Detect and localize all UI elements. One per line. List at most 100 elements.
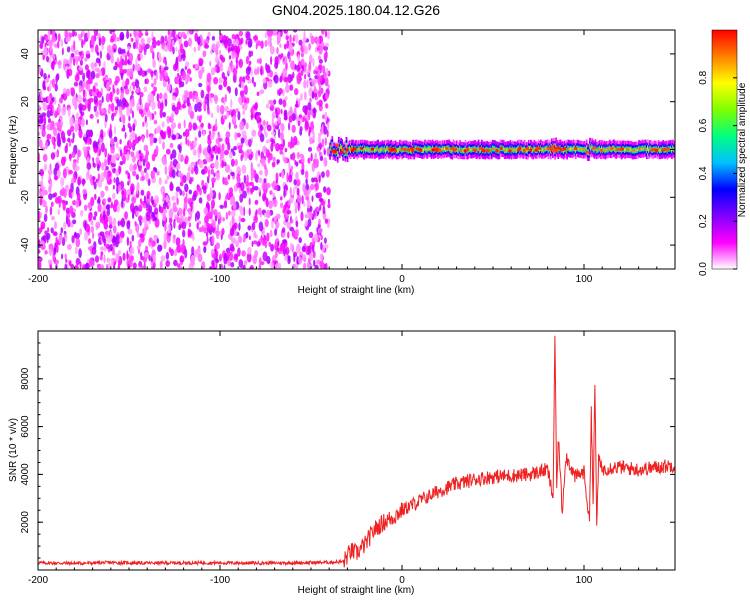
noise-cell <box>147 37 151 44</box>
signal-cell <box>442 148 445 151</box>
noise-cell <box>127 172 131 179</box>
noise-cell <box>86 137 90 145</box>
noise-cell <box>84 204 88 211</box>
signal-cell <box>596 149 599 152</box>
noise-cell <box>217 211 222 219</box>
noise-cell <box>193 165 197 172</box>
noise-cell <box>88 238 92 245</box>
noise-cell <box>99 246 105 251</box>
signal-cell <box>541 149 543 152</box>
signal-peak <box>403 147 408 151</box>
noise-cell <box>218 253 223 262</box>
noise-cell <box>178 207 183 216</box>
noise-cell <box>304 107 308 116</box>
noise-cell <box>82 178 85 187</box>
noise-cell <box>210 99 213 104</box>
noise-cell <box>101 35 106 46</box>
noise-cell <box>87 102 91 112</box>
noise-cell <box>229 220 232 230</box>
noise-cell <box>86 162 92 170</box>
noise-cell <box>151 113 155 120</box>
noise-cell <box>72 132 75 140</box>
noise-cell <box>133 30 137 37</box>
noise-cell <box>245 56 249 65</box>
noise-cell <box>113 199 119 206</box>
noise-cell <box>70 182 74 193</box>
signal-cell <box>607 148 610 151</box>
colorbar: 0.0 0.2 0.4 0.6 0.8 Normalized spectral ampl… <box>698 29 748 276</box>
noise-cell <box>77 55 81 62</box>
noise-cell <box>60 131 66 141</box>
signal-cell <box>638 147 640 150</box>
noise-cell <box>62 91 68 101</box>
noise-cell <box>318 151 322 157</box>
noise-cell <box>48 244 53 248</box>
signal-peak <box>482 149 487 153</box>
signal-cell <box>503 149 506 152</box>
noise-cell <box>198 130 202 138</box>
noise-cell <box>307 218 312 227</box>
noise-cell <box>141 175 145 181</box>
noise-cell <box>136 185 139 195</box>
signal-cell <box>514 149 517 152</box>
noise-cell <box>54 162 60 171</box>
noise-cell <box>245 31 251 41</box>
noise-cell <box>290 219 294 224</box>
signal-cell <box>644 147 647 150</box>
signal-cell <box>624 149 626 152</box>
snr-x-label: Height of straight line (km) <box>298 585 415 596</box>
noise-cell <box>150 45 154 54</box>
noise-cell <box>48 102 53 110</box>
noise-cell <box>198 143 202 154</box>
noise-cell <box>279 43 282 48</box>
colorbar-tick-label: 0.0 <box>698 262 709 276</box>
noise-cell <box>52 62 55 71</box>
noise-cell <box>271 161 276 168</box>
noise-cell <box>152 51 155 60</box>
noise-cell <box>128 115 131 122</box>
signal-cell <box>633 149 636 152</box>
noise-cell <box>64 263 68 269</box>
noise-cell <box>167 202 172 208</box>
noise-cell <box>119 111 123 118</box>
signal-cell <box>449 148 452 151</box>
noise-cell <box>162 191 165 202</box>
noise-cell <box>55 236 58 245</box>
noise-cell <box>153 261 156 269</box>
signal-cell <box>523 147 526 150</box>
noise-cell <box>67 129 72 137</box>
noise-cell <box>131 156 136 163</box>
noise-cell <box>95 221 101 229</box>
noise-cell <box>163 232 168 242</box>
noise-cell <box>210 112 214 118</box>
signal-cell <box>571 148 574 151</box>
noise-cell <box>228 251 234 261</box>
noise-cell <box>196 222 199 230</box>
noise-cell <box>320 242 323 251</box>
noise-cell <box>53 127 58 137</box>
signal-cell <box>642 147 645 151</box>
noise-cell <box>273 99 277 105</box>
noise-cell <box>280 196 283 201</box>
signal-cell <box>636 149 638 152</box>
noise-cell <box>114 125 116 135</box>
noise-cell <box>171 134 177 140</box>
signal-cell <box>400 147 402 151</box>
signal-cell <box>428 147 431 150</box>
noise-cell <box>209 94 212 102</box>
noise-cell <box>149 113 152 121</box>
noise-cell <box>239 90 245 97</box>
noise-cell <box>47 259 53 265</box>
signal-peak <box>353 147 358 151</box>
noise-cell <box>113 225 117 234</box>
signal-cell <box>477 147 480 150</box>
noise-cell <box>207 31 211 37</box>
noise-cell <box>310 35 315 45</box>
noise-cell <box>289 242 293 252</box>
noise-cell <box>72 200 77 206</box>
noise-cell <box>228 55 232 60</box>
noise-cell <box>241 164 247 174</box>
noise-cell <box>267 36 271 46</box>
noise-cell <box>196 36 201 45</box>
noise-cell <box>188 189 192 195</box>
